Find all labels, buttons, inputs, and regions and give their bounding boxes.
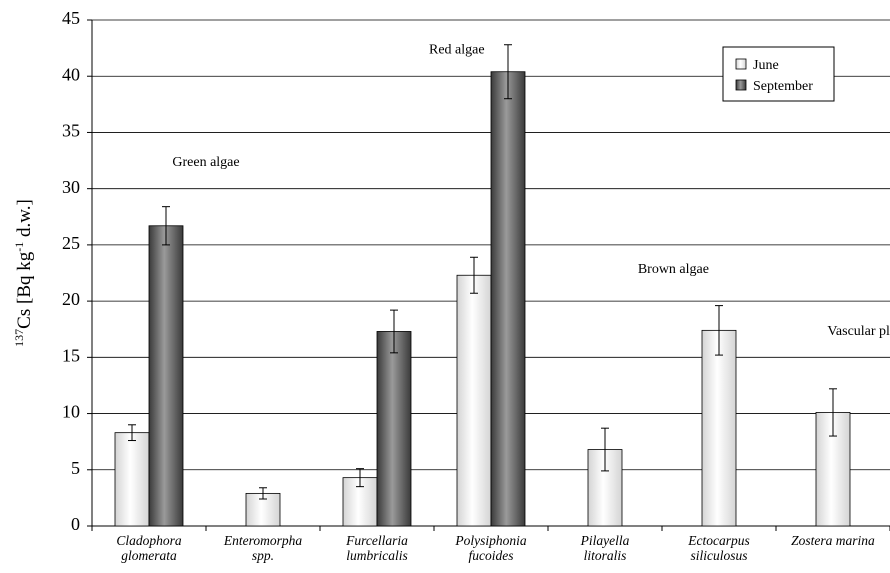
x-tick-label: litoralis xyxy=(584,548,627,563)
x-tick-label: Pilayella xyxy=(580,533,630,548)
annotation: Red algae xyxy=(429,43,485,58)
y-label-part: -1 xyxy=(12,242,26,252)
x-tick-label: Zostera marina xyxy=(791,533,875,548)
y-label-part: Cs [Bq kg xyxy=(14,251,35,329)
bar xyxy=(456,274,492,527)
y-tick-label: 40 xyxy=(62,64,80,84)
legend-swatch xyxy=(735,79,747,91)
bar xyxy=(148,225,184,527)
y-tick-label: 10 xyxy=(62,402,80,422)
x-tick-label: Ectocarpus xyxy=(687,533,750,548)
y-tick-label: 35 xyxy=(62,121,80,141)
x-tick-label: siliculosus xyxy=(690,548,747,563)
legend-swatch xyxy=(735,58,747,70)
x-tick-label: Polysiphonia xyxy=(454,533,526,548)
x-tick-label: Cladophora xyxy=(116,533,182,548)
x-tick-label: fucoides xyxy=(469,548,514,563)
bar xyxy=(490,71,526,527)
annotation: Vascular plant xyxy=(827,324,890,339)
y-tick-label: 0 xyxy=(71,514,80,534)
x-tick-label: Enteromorpha xyxy=(223,533,302,548)
legend-label: June xyxy=(753,58,779,73)
x-tick-label: Furcellaria xyxy=(345,533,408,548)
bar xyxy=(114,432,150,527)
legend-box xyxy=(722,46,835,102)
x-tick-label: spp. xyxy=(252,548,274,563)
annotation: Green algae xyxy=(172,155,239,170)
bar xyxy=(701,329,737,527)
y-label-part: d.w.] xyxy=(14,199,35,242)
y-tick-label: 15 xyxy=(62,345,80,365)
annotation: Brown algae xyxy=(638,262,709,277)
y-tick-label: 20 xyxy=(62,289,80,309)
y-tick-label: 25 xyxy=(62,233,80,253)
x-tick-label: glomerata xyxy=(121,548,177,563)
x-tick-label: lumbricalis xyxy=(346,548,408,563)
bar xyxy=(376,331,412,527)
y-tick-label: 5 xyxy=(71,458,80,478)
y-tick-label: 30 xyxy=(62,177,80,197)
legend-label: September xyxy=(753,79,813,94)
y-axis-label: 137Cs [Bq kg-1 d.w.] xyxy=(12,199,35,347)
y-label-part: 137 xyxy=(12,329,26,347)
y-tick-label: 45 xyxy=(62,8,80,28)
